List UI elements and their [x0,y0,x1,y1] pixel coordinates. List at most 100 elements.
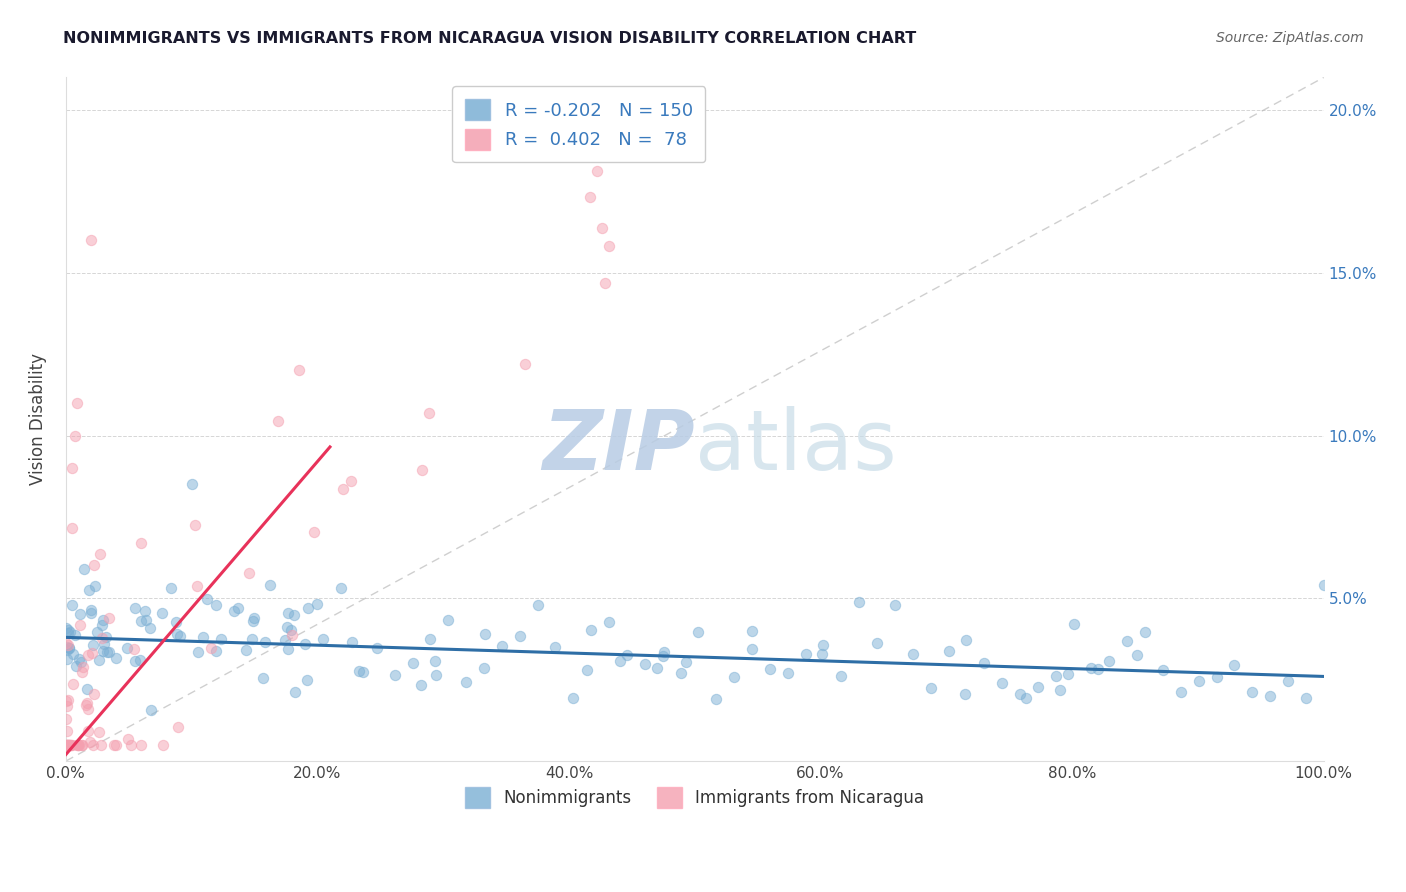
Point [184,517,207,532]
Point [675,655,697,669]
Point [56,626,79,640]
Point [205,598,228,612]
Point [82,646,104,660]
Point [80,233,103,247]
Point [1063,617,1085,632]
Point [67,652,90,666]
Point [65,659,87,673]
Point [56,638,79,652]
Point [141,703,163,717]
Point [60,520,83,534]
Point [297,673,319,688]
Point [75,698,97,712]
Point [991,675,1014,690]
Point [340,635,363,649]
Point [55,738,77,752]
Point [187,645,209,659]
Point [60,738,83,752]
Point [1188,674,1211,689]
Point [411,462,433,476]
Point [598,615,620,630]
Point [79,735,101,749]
Point [55,636,77,650]
Point [89,547,111,561]
Point [96,630,118,644]
Point [281,627,304,641]
Point [131,738,153,752]
Point [66,738,89,752]
Point [704,691,727,706]
Point [283,607,305,622]
Point [579,623,602,637]
Point [411,678,433,692]
Point [58,738,80,752]
Point [472,661,495,675]
Point [72,660,94,674]
Legend: Nonimmigrants, Immigrants from Nicaragua: Nonimmigrants, Immigrants from Nicaragua [458,780,931,814]
Point [166,627,188,641]
Point [55,712,77,726]
Point [274,632,297,647]
Point [425,668,447,682]
Point [124,641,146,656]
Point [60,461,83,475]
Point [1152,663,1174,677]
Point [105,651,128,665]
Point [723,670,745,684]
Point [741,642,763,657]
Point [87,724,110,739]
Point [973,656,995,670]
Point [55,640,77,654]
Point [186,579,208,593]
Point [302,524,325,539]
Point [776,666,799,681]
Point [200,641,222,656]
Point [1087,662,1109,676]
Point [56,723,79,738]
Point [129,535,152,549]
Point [65,628,87,642]
Point [240,632,263,646]
Point [56,699,79,714]
Point [135,613,157,627]
Point [66,396,89,410]
Point [284,685,307,699]
Point [59,738,82,752]
Point [97,611,120,625]
Point [60,599,83,613]
Point [138,621,160,635]
Point [1015,691,1038,706]
Point [418,406,440,420]
Point [193,630,215,644]
Point [93,637,115,651]
Point [1026,680,1049,694]
Point [526,598,548,612]
Point [129,653,152,667]
Point [1170,685,1192,699]
Point [1057,666,1080,681]
Point [669,666,692,681]
Point [228,601,250,615]
Point [129,615,152,629]
Point [384,668,406,682]
Point [56,738,79,752]
Point [97,645,120,659]
Point [152,606,174,620]
Point [70,665,93,679]
Point [652,645,675,659]
Point [83,558,105,572]
Point [1049,682,1071,697]
Point [759,662,782,676]
Point [294,637,316,651]
Point [1241,685,1264,699]
Point [1116,633,1139,648]
Point [423,654,446,668]
Point [56,623,79,637]
Point [55,738,77,752]
Point [124,601,146,615]
Point [437,614,460,628]
Text: NONIMMIGRANTS VS IMMIGRANTS FROM NICARAGUA VISION DISABILITY CORRELATION CHART: NONIMMIGRANTS VS IMMIGRANTS FROM NICARAG… [63,31,917,46]
Point [352,665,374,679]
Point [69,607,91,621]
Point [83,687,105,701]
